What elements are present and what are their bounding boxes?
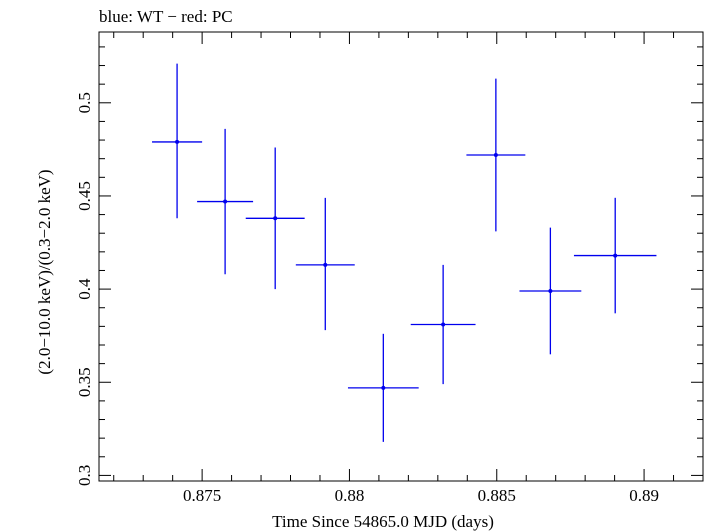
- y-axis-label: (2.0−10.0 keV)/(0.3−2.0 keV): [35, 169, 54, 374]
- point-marker: [175, 139, 180, 144]
- y-axis: 0.3 0.35 0.4 0.45 0.5: [75, 46, 703, 486]
- y-tick-label: 0.3: [75, 465, 94, 486]
- y-tick-label: 0.5: [75, 92, 94, 113]
- x-tick-label: 0.88: [335, 486, 365, 505]
- data-point: [245, 147, 305, 290]
- chart-title: blue: WT − red: PC: [99, 7, 233, 26]
- data-point: [197, 128, 254, 275]
- point-marker: [381, 385, 386, 390]
- x-tick-label: 0.89: [629, 486, 659, 505]
- x-tick-label: 0.885: [478, 486, 516, 505]
- data-series: [152, 63, 657, 442]
- data-point: [519, 227, 582, 355]
- y-tick-label: 0.45: [75, 181, 94, 211]
- data-point: [573, 197, 657, 314]
- y-tick-label: 0.35: [75, 367, 94, 397]
- data-point: [347, 333, 419, 442]
- point-marker: [548, 288, 553, 293]
- point-marker: [223, 199, 228, 204]
- data-point: [410, 264, 476, 385]
- data-point: [152, 63, 203, 219]
- point-marker: [441, 322, 446, 327]
- y-tick-label: 0.4: [75, 278, 94, 300]
- point-marker: [323, 262, 328, 267]
- x-axis: 0.875 0.88 0.885 0.89: [113, 32, 704, 505]
- data-point: [466, 78, 526, 232]
- x-axis-label: Time Since 54865.0 MJD (days): [272, 512, 494, 531]
- point-marker: [273, 216, 278, 221]
- data-point: [295, 197, 355, 331]
- x-tick-label: 0.875: [183, 486, 221, 505]
- plot-frame: [98, 31, 704, 482]
- point-marker: [493, 152, 498, 157]
- point-marker: [613, 253, 618, 258]
